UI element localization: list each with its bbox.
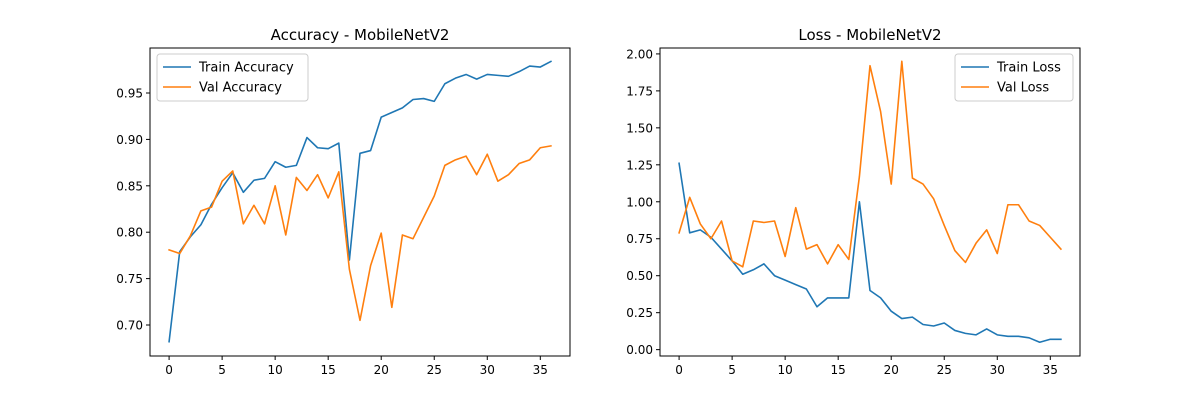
loss-x-tick-label: 20 <box>884 363 899 377</box>
loss-y-tick-label: 0.25 <box>626 306 653 320</box>
accuracy-x-tick-label: 20 <box>374 363 389 377</box>
accuracy-y-tick-label: 0.90 <box>116 133 143 147</box>
loss-y-tick-label: 0.00 <box>626 343 653 357</box>
val-loss-legend-label: Val Loss <box>997 81 1049 96</box>
loss-y-tick-label: 0.75 <box>626 232 653 246</box>
loss-x-tick-label: 0 <box>675 363 683 377</box>
loss-y-tick-label: 0.50 <box>626 269 653 283</box>
loss-y-tick-label: 1.00 <box>626 195 653 209</box>
loss-legend: Train Loss Val Loss <box>954 53 1074 102</box>
loss-x-tick-label: 30 <box>990 363 1005 377</box>
loss-y-tick-label: 1.25 <box>626 158 653 172</box>
train-loss-line <box>678 162 1062 344</box>
loss-chart-title: Loss - MobileNetV2 <box>798 26 941 44</box>
loss-x-tick-label: 15 <box>831 363 846 377</box>
accuracy-x-tick-label: 25 <box>427 363 442 377</box>
loss-x-tick-label: 10 <box>778 363 793 377</box>
loss-y-tick-label: 2.00 <box>626 47 653 61</box>
accuracy-chart-title: Accuracy - MobileNetV2 <box>271 26 450 44</box>
val-loss-line <box>678 60 1063 268</box>
accuracy-y-tick-label: 0.95 <box>116 87 143 101</box>
accuracy-y-tick-label: 0.80 <box>116 226 143 240</box>
loss-y-tick-label: 1.75 <box>626 84 653 98</box>
accuracy-x-tick-label: 35 <box>533 363 548 377</box>
accuracy-x-tick-label: 0 <box>165 363 173 377</box>
accuracy-axes-frame <box>149 47 571 357</box>
accuracy-legend: Train Accuracy Val Accuracy <box>156 53 309 102</box>
accuracy-y-tick-label: 0.75 <box>116 272 143 286</box>
loss-x-tick-label: 25 <box>937 363 952 377</box>
loss-x-tick-label: 35 <box>1043 363 1058 377</box>
accuracy-legend-box <box>156 53 309 102</box>
loss-x-tick-label: 5 <box>728 363 736 377</box>
val-accuracy-line <box>168 144 552 322</box>
accuracy-x-tick-label: 30 <box>480 363 495 377</box>
accuracy-x-tick-label: 10 <box>268 363 283 377</box>
train-loss-legend-label: Train Loss <box>996 61 1061 76</box>
loss-legend-box <box>954 53 1074 102</box>
loss-y-tick-label: 1.50 <box>626 121 653 135</box>
train-accuracy-legend-label: Train Accuracy <box>198 61 294 76</box>
accuracy-x-tick-label: 5 <box>218 363 226 377</box>
accuracy-y-tick-label: 0.85 <box>116 179 143 193</box>
loss-chart: 0 5 10 15 20 25 30 35 0.00 0.25 0.50 0.75 1.00 1.25 1.… <box>626 26 1081 377</box>
accuracy-chart: 0 5 10 15 20 25 30 35 0.70 0.75 0.80 0.85 0.90 0.95 Ac… <box>116 26 571 377</box>
val-accuracy-legend-label: Val Accuracy <box>199 81 282 96</box>
accuracy-y-tick-label: 0.70 <box>116 319 143 333</box>
accuracy-x-tick-label: 15 <box>321 363 336 377</box>
